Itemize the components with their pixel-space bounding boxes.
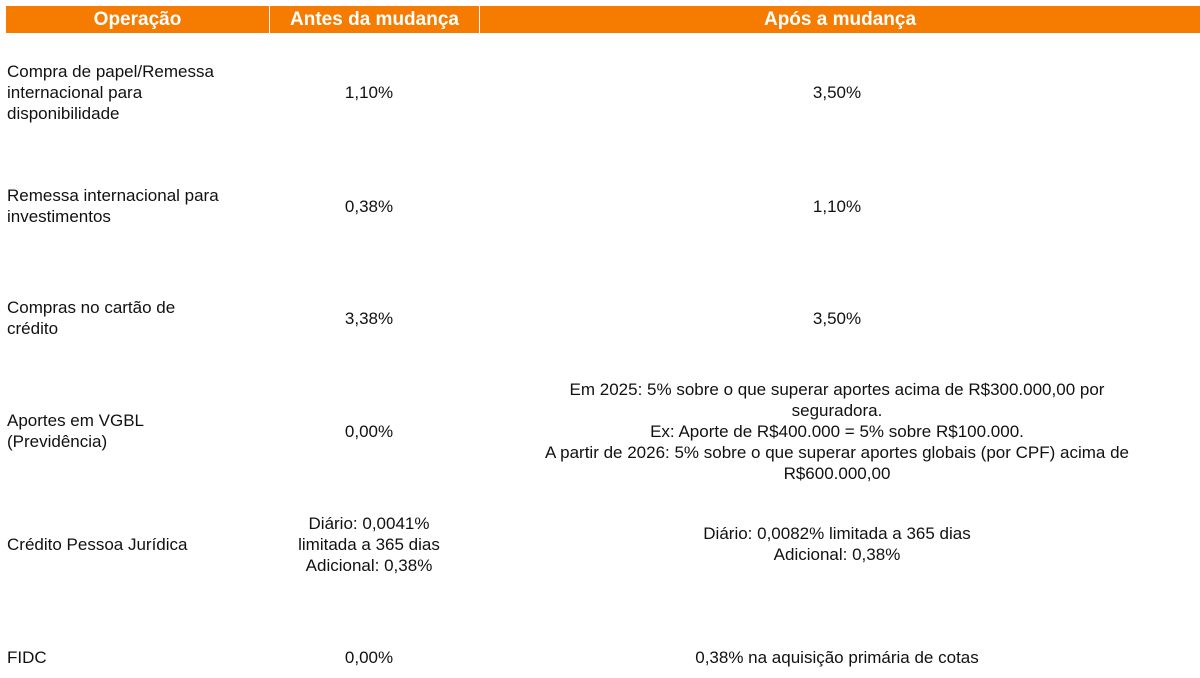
row-antes: Diário: 0,0041% limitada a 365 dias Adic… [298, 513, 440, 575]
row-antes: 0,00% [344, 647, 394, 667]
row-operacao: Compra de papel/Remessa internacional pa… [7, 61, 214, 123]
row-operacao: Remessa internacional para investimentos [7, 186, 219, 226]
header-apos: Após a mudança [763, 9, 917, 30]
table-row: FIDC 0,00% 0,38% na aquisição primária d… [0, 644, 1200, 670]
table-row: Compras no cartão de crédito 3,38% 3,50% [0, 294, 1200, 342]
table-row: Compra de papel/Remessa internacional pa… [0, 56, 1200, 128]
row-operacao: Compras no cartão de crédito [7, 298, 176, 338]
row-apos: Em 2025: 5% sobre o que superar aportes … [545, 379, 1129, 483]
table-header: Operação Antes da mudança Após a mudança [6, 6, 1200, 33]
row-apos: 0,38% na aquisição primária de cotas [695, 647, 979, 667]
row-operacao: Aportes em VGBL (Previdência) [7, 411, 145, 451]
row-apos: 3,50% [812, 308, 862, 328]
row-antes: 1,10% [344, 82, 394, 102]
table-row: Crédito Pessoa Jurídica Diário: 0,0041% … [0, 508, 1200, 580]
table-row: Aportes em VGBL (Previdência) 0,00% Em 2… [0, 374, 1200, 488]
row-antes: 0,00% [344, 421, 394, 441]
row-apos: Diário: 0,0082% limitada a 365 dias Adic… [703, 524, 971, 564]
row-antes: 0,38% [344, 196, 394, 216]
row-operacao: FIDC [7, 647, 47, 667]
row-apos: 3,50% [812, 82, 862, 102]
header-antes: Antes da mudança [270, 6, 480, 33]
row-operacao: Crédito Pessoa Jurídica [7, 534, 188, 554]
header-operacao: Operação [6, 6, 270, 33]
table-row: Remessa internacional para investimentos… [0, 182, 1200, 230]
row-antes: 3,38% [344, 308, 394, 328]
row-apos: 1,10% [812, 196, 862, 216]
